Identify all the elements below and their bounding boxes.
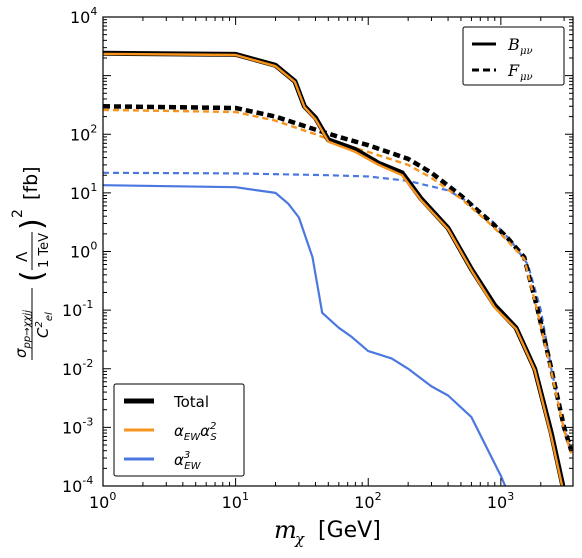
legend-orders-box — [113, 383, 245, 477]
ylabel-lambda: Λ — [13, 251, 31, 262]
legend-f-sub: μν — [520, 72, 533, 83]
legend-f-letter: F — [507, 61, 520, 80]
series-line-F_ew3 — [103, 171, 573, 452]
y-tick-label: 101 — [70, 181, 97, 203]
y-tick-label: 104 — [70, 5, 97, 27]
ylabel-paren-open: ( — [15, 270, 50, 282]
ylabel-square: 2 — [10, 209, 26, 218]
xlabel-subscript: χ — [294, 530, 305, 548]
x-tick-labels: 100 101 102 103 — [89, 490, 514, 512]
y-axis-label: σpp→χχjj C2el ( Λ 1 TeV ) 2 [fb] — [10, 166, 55, 360]
xlabel-unit: [GeV] — [318, 518, 381, 543]
series-line-F_ew_s2 — [103, 108, 573, 454]
x-tick-label: 101 — [222, 490, 249, 512]
ylabel-sigma: σpp→χχjj — [12, 310, 33, 358]
ylabel-unit: [fb] — [20, 166, 42, 200]
x-tick-label: 102 — [354, 490, 381, 512]
x-tick-label: 103 — [487, 490, 514, 512]
series-line-F_total — [103, 104, 573, 452]
legend-b-sub: μν — [520, 46, 533, 57]
plot-frame — [102, 16, 574, 487]
ticks-layer — [102, 17, 573, 487]
legend-total-label: Total — [173, 393, 209, 411]
series-line-B_ew3 — [103, 184, 507, 486]
series-layer — [103, 50, 573, 486]
ylabel-coupling: C2el — [34, 312, 55, 338]
series-line-B_ew_s2 — [103, 52, 564, 486]
y-tick-label: 10-3 — [62, 415, 93, 437]
y-tick-label: 102 — [70, 122, 97, 144]
legend-b-letter: B — [507, 35, 520, 54]
x-tick-label: 100 — [89, 490, 116, 512]
y-tick-label: 100 — [70, 240, 97, 262]
x-axis-label: m χ [GeV] — [274, 516, 381, 548]
legend-orders: Total αEWα2 S α3 EW — [113, 383, 245, 477]
legend-operators: B μν F μν — [462, 26, 565, 86]
y-tick-label: 10-1 — [62, 298, 93, 320]
ylabel-tev: 1 TeV — [37, 233, 52, 268]
xlabel-symbol: m — [274, 516, 297, 544]
ylabel-paren-close: ) — [15, 218, 50, 230]
y-tick-label: 10-2 — [62, 357, 93, 379]
